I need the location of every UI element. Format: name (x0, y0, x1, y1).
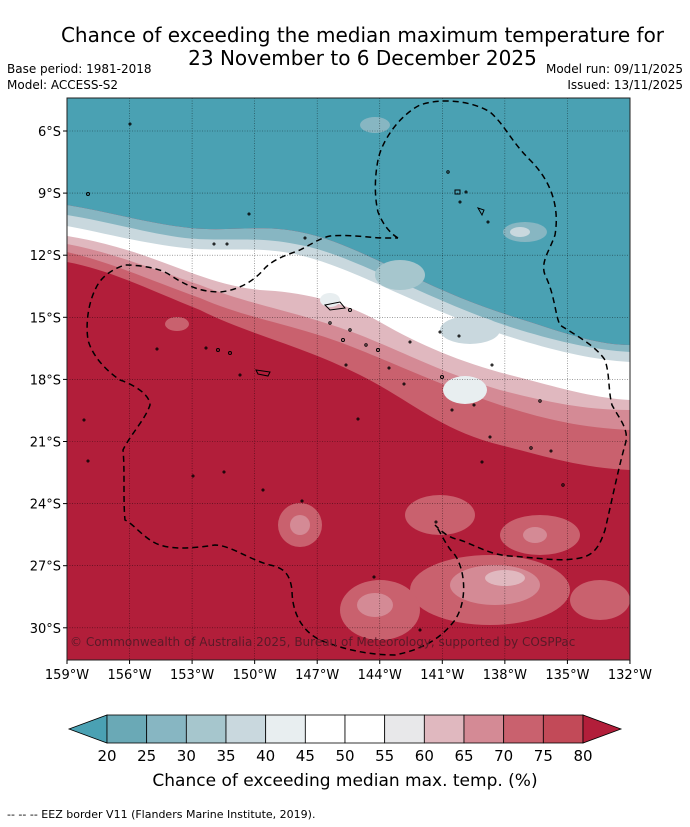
lon-label: 141°W (420, 668, 464, 683)
warm-patch (570, 580, 630, 620)
warm-patch (523, 527, 547, 543)
colorbar-tick-label: 80 (573, 747, 592, 765)
cool-region (67, 98, 630, 345)
cool-blob (443, 376, 487, 404)
colorbar-tick-label: 25 (137, 747, 156, 765)
lat-label: 9°S (38, 187, 61, 202)
band-50 (67, 212, 630, 400)
lon-label: 156°W (107, 668, 151, 683)
lon-label: 159°W (45, 668, 89, 683)
meta-left: Base period: 1981-2018 Model: ACCESS-S2 (7, 61, 152, 93)
colorbar-tick-label: 65 (454, 747, 473, 765)
colorbar-segment (503, 714, 544, 744)
lon-label: 135°W (545, 668, 589, 683)
cool-blob (510, 227, 530, 237)
colorbar-tick-label: 40 (256, 747, 275, 765)
colorbar-segment (542, 714, 584, 744)
lat-label: 30°S (30, 622, 61, 637)
cool-blob (440, 316, 500, 344)
lat-label: 18°S (30, 373, 61, 388)
warm-patch (405, 495, 475, 535)
island-outline (82, 122, 565, 632)
colorbar-tick-label: 45 (296, 747, 315, 765)
warm-patch (165, 317, 189, 331)
lat-label: 24°S (30, 498, 61, 513)
map-title: Chance of exceeding the median maximum t… (40, 24, 685, 70)
lon-label: 150°W (233, 668, 277, 683)
title-line-2: 23 November to 6 December 2025 (188, 46, 537, 70)
meta-right: Model run: 09/11/2025 Issued: 13/11/2025 (546, 61, 683, 93)
model-run: Model run: 09/11/2025 (545, 62, 683, 76)
colorbar-segment (185, 714, 227, 744)
colorbar-tick-label: 30 (177, 747, 196, 765)
colorbar-segment (225, 714, 267, 744)
colorbar-segment (384, 714, 425, 744)
colorbar-segment (106, 714, 148, 744)
lat-axis: 6°S 9°S 12°S 15°S 18°S 21°S 24°S 27°S 30°S (30, 125, 67, 637)
lon-label: 153°W (170, 668, 214, 683)
lon-label: 144°W (358, 668, 402, 683)
colorbar-tick-label: 20 (97, 747, 116, 765)
lat-label: 6°S (38, 125, 61, 140)
colorbar-segment (463, 714, 505, 744)
lon-axis: 159°W 156°W 153°W 150°W 147°W 144°W 141°W 138°W… (45, 660, 652, 683)
lat-label: 21°S (30, 436, 61, 451)
colorbar-segment (265, 714, 306, 744)
warm-patch (357, 593, 393, 617)
colorbar-tick-label: 60 (415, 747, 434, 765)
issued-date: Issued: 13/11/2025 (567, 78, 683, 92)
cool-blob (320, 293, 340, 307)
colorbar-tick-label: 50 (335, 747, 354, 765)
colorbar-tick-label: 55 (375, 747, 394, 765)
colorbar-segment (344, 714, 386, 744)
lon-label: 147°W (295, 668, 339, 683)
colorbar-segment (304, 714, 346, 744)
colorbar-tick-label: 75 (534, 747, 553, 765)
eez-border-dashed (86, 100, 627, 656)
colorbar: 20 25 30 35 40 45 50 55 60 65 70 75 80 (67, 714, 623, 765)
title-line-1: Chance of exceeding the median maximum t… (60, 23, 665, 47)
cool-blob (375, 260, 425, 290)
colorbar-tick-label: 35 (216, 747, 235, 765)
map-area: © Commonwealth of Australia 2025, Bureau… (67, 98, 630, 660)
lon-label: 138°W (483, 668, 527, 683)
colorbar-tick-label: 70 (494, 747, 513, 765)
cool-blob (360, 117, 390, 133)
colorbar-segment (423, 714, 465, 744)
colorbar-label: Chance of exceeding median max. temp. (%… (152, 771, 538, 791)
copyright-text: © Commonwealth of Australia 2025, Bureau… (70, 635, 575, 649)
footnote: -- -- -- EEZ border V11 (Flanders Marine… (7, 808, 316, 821)
lat-label: 15°S (30, 311, 61, 326)
colorbar-over-arrow (582, 714, 623, 744)
lon-label: 132°W (608, 668, 652, 683)
colorbar-segment (146, 714, 187, 744)
warm-patch (290, 515, 310, 535)
lat-label: 27°S (30, 560, 61, 575)
colorbar-under-arrow (67, 714, 108, 744)
lat-label: 12°S (30, 249, 61, 264)
base-period: Base period: 1981-2018 (7, 62, 152, 76)
model-name: Model: ACCESS-S2 (7, 78, 119, 92)
